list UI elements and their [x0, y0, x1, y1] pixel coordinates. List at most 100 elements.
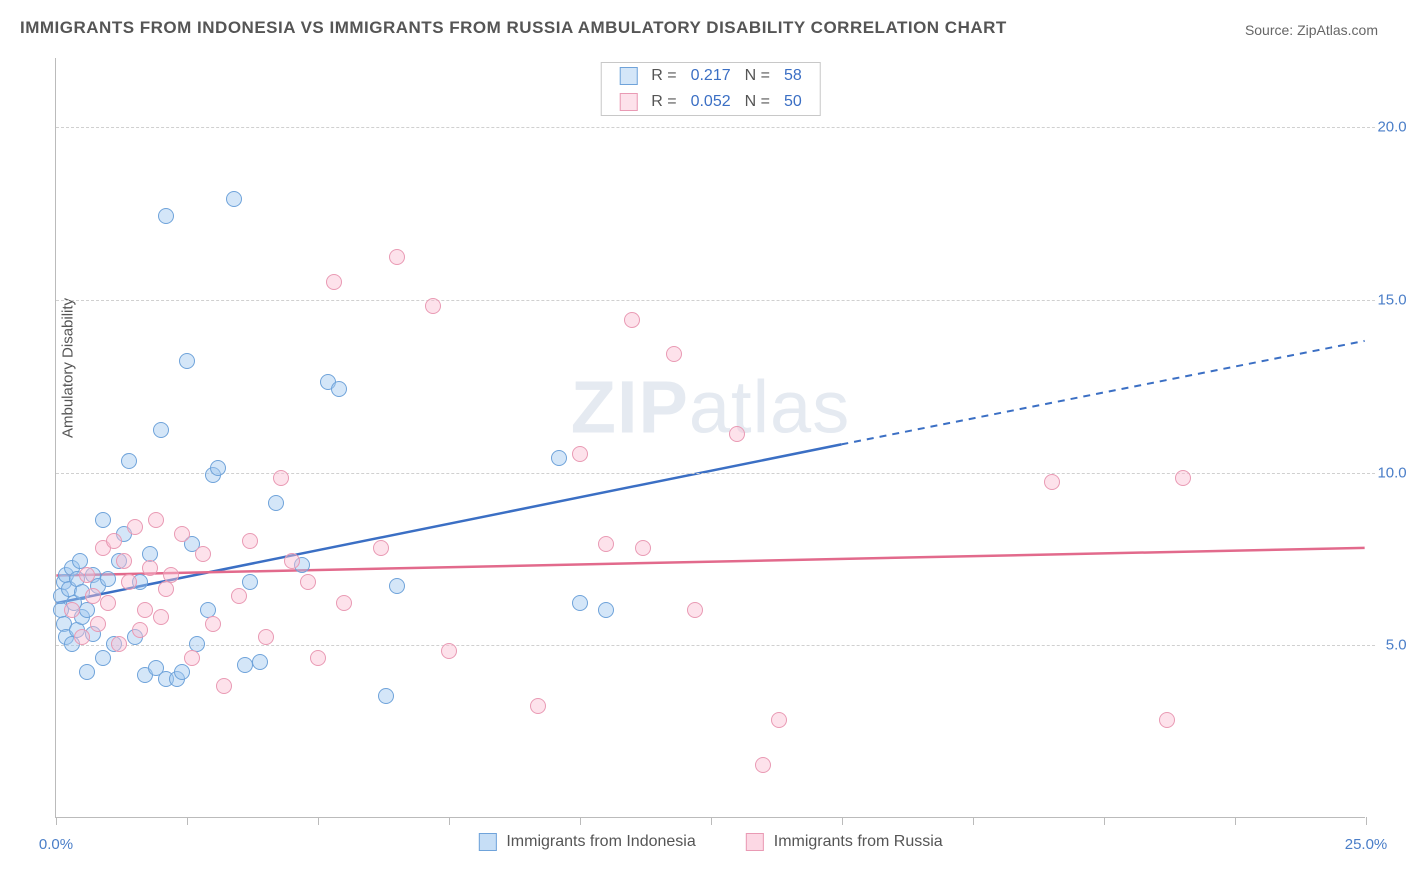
data-point	[268, 495, 284, 511]
data-point	[771, 712, 787, 728]
data-point	[530, 698, 546, 714]
data-point	[121, 574, 137, 590]
legend-item: Immigrants from Indonesia	[478, 833, 695, 851]
data-point	[284, 553, 300, 569]
data-point	[389, 249, 405, 265]
data-point	[226, 191, 242, 207]
data-point	[153, 422, 169, 438]
data-point	[64, 602, 80, 618]
x-tick	[1104, 817, 1105, 825]
data-point	[100, 595, 116, 611]
legend-swatch	[478, 833, 496, 851]
data-point	[598, 536, 614, 552]
y-tick-label: 10.0%	[1377, 464, 1406, 481]
data-point	[158, 581, 174, 597]
grid-line	[56, 645, 1375, 646]
data-point	[252, 654, 268, 670]
data-point	[158, 208, 174, 224]
data-point	[1044, 474, 1060, 490]
data-point	[85, 588, 101, 604]
data-point	[336, 595, 352, 611]
data-point	[74, 629, 90, 645]
data-point	[205, 616, 221, 632]
correlation-box: R =0.217N =58R =0.052N =50	[600, 62, 821, 116]
watermark-bold: ZIP	[571, 366, 689, 449]
n-label: N =	[745, 67, 770, 85]
y-tick-label: 20.0%	[1377, 119, 1406, 136]
grid-line	[56, 300, 1375, 301]
n-value: 58	[784, 67, 802, 85]
data-point	[132, 622, 148, 638]
data-point	[551, 450, 567, 466]
data-point	[1159, 712, 1175, 728]
x-tick	[1235, 817, 1236, 825]
trend-lines-svg	[56, 58, 1365, 817]
corr-row: R =0.052N =50	[601, 89, 820, 115]
data-point	[184, 650, 200, 666]
n-value: 50	[784, 93, 802, 111]
y-tick-label: 15.0%	[1377, 291, 1406, 308]
data-point	[666, 346, 682, 362]
x-tick	[449, 817, 450, 825]
data-point	[179, 353, 195, 369]
x-tick	[1366, 817, 1367, 825]
r-label: R =	[651, 93, 676, 111]
data-point	[242, 533, 258, 549]
x-tick	[56, 817, 57, 825]
data-point	[729, 426, 745, 442]
data-point	[95, 650, 111, 666]
data-point	[598, 602, 614, 618]
bottom-legend: Immigrants from Indonesia Immigrants from…	[478, 833, 942, 851]
legend-label: Immigrants from Indonesia	[506, 833, 695, 851]
data-point	[111, 636, 127, 652]
legend-swatch	[746, 833, 764, 851]
data-point	[755, 757, 771, 773]
data-point	[687, 602, 703, 618]
x-tick-label: 0.0%	[39, 836, 73, 853]
data-point	[373, 540, 389, 556]
data-point	[116, 553, 132, 569]
data-point	[389, 578, 405, 594]
data-point	[210, 460, 226, 476]
data-point	[121, 453, 137, 469]
data-point	[300, 574, 316, 590]
data-point	[100, 571, 116, 587]
corr-row: R =0.217N =58	[601, 63, 820, 89]
data-point	[79, 664, 95, 680]
data-point	[331, 381, 347, 397]
data-point	[106, 533, 122, 549]
data-point	[242, 574, 258, 590]
data-point	[95, 512, 111, 528]
watermark-rest: atlas	[689, 366, 850, 449]
x-tick	[187, 817, 188, 825]
data-point	[137, 602, 153, 618]
data-point	[572, 446, 588, 462]
data-point	[237, 657, 253, 673]
data-point	[624, 312, 640, 328]
x-tick	[973, 817, 974, 825]
data-point	[195, 546, 211, 562]
n-label: N =	[745, 93, 770, 111]
data-point	[142, 560, 158, 576]
source-label: Source: ZipAtlas.com	[1245, 22, 1378, 38]
data-point	[378, 688, 394, 704]
trend-line	[56, 548, 1364, 576]
data-point	[231, 588, 247, 604]
data-point	[326, 274, 342, 290]
data-point	[258, 629, 274, 645]
data-point	[273, 470, 289, 486]
data-point	[310, 650, 326, 666]
legend-label: Immigrants from Russia	[774, 833, 943, 851]
grid-line	[56, 127, 1375, 128]
r-label: R =	[651, 67, 676, 85]
data-point	[425, 298, 441, 314]
data-point	[148, 512, 164, 528]
data-point	[216, 678, 232, 694]
trend-line-extrapolated	[841, 341, 1364, 445]
data-point	[153, 609, 169, 625]
watermark: ZIPatlas	[571, 365, 850, 450]
data-point	[79, 602, 95, 618]
plot-area: Ambulatory Disability ZIPatlas R =0.217N…	[55, 58, 1365, 818]
data-point	[441, 643, 457, 659]
legend-item: Immigrants from Russia	[746, 833, 943, 851]
